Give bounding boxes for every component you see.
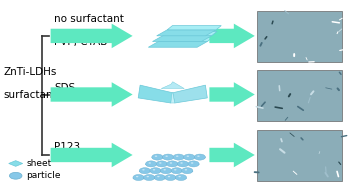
Circle shape: [182, 168, 193, 174]
Polygon shape: [209, 143, 255, 167]
Polygon shape: [51, 82, 133, 107]
Polygon shape: [157, 30, 216, 36]
Polygon shape: [171, 93, 174, 103]
Circle shape: [159, 162, 162, 164]
Circle shape: [9, 172, 22, 179]
Circle shape: [184, 154, 195, 160]
Ellipse shape: [173, 156, 185, 159]
Circle shape: [168, 176, 170, 177]
Circle shape: [152, 154, 163, 160]
Ellipse shape: [171, 170, 183, 173]
Ellipse shape: [150, 170, 161, 173]
Text: SDS: SDS: [54, 83, 75, 93]
Circle shape: [167, 161, 178, 167]
Ellipse shape: [166, 163, 178, 166]
Ellipse shape: [188, 163, 199, 166]
FancyBboxPatch shape: [257, 11, 342, 62]
Text: ZnTi-LDHs: ZnTi-LDHs: [3, 67, 57, 77]
Ellipse shape: [145, 163, 157, 166]
FancyBboxPatch shape: [257, 130, 342, 181]
Polygon shape: [173, 85, 207, 103]
Polygon shape: [138, 85, 173, 103]
FancyBboxPatch shape: [257, 70, 342, 121]
Polygon shape: [167, 26, 221, 30]
Polygon shape: [209, 24, 255, 48]
Circle shape: [191, 162, 193, 164]
Text: PVP, CTAB: PVP, CTAB: [54, 37, 107, 46]
Polygon shape: [209, 82, 255, 107]
Polygon shape: [161, 82, 184, 88]
Circle shape: [165, 156, 168, 157]
Text: sheet: sheet: [26, 159, 51, 168]
Ellipse shape: [175, 177, 187, 179]
Circle shape: [162, 154, 173, 160]
Ellipse shape: [164, 177, 176, 179]
Circle shape: [185, 169, 187, 170]
Ellipse shape: [143, 177, 155, 179]
Ellipse shape: [177, 163, 189, 166]
Circle shape: [143, 174, 155, 180]
Ellipse shape: [133, 177, 144, 179]
Circle shape: [146, 161, 157, 167]
Text: particle: particle: [26, 171, 61, 180]
Circle shape: [178, 176, 181, 177]
Ellipse shape: [162, 156, 174, 159]
Polygon shape: [159, 37, 213, 41]
Circle shape: [163, 169, 166, 170]
Circle shape: [155, 156, 157, 157]
Circle shape: [171, 168, 182, 174]
Text: P123: P123: [54, 143, 80, 152]
Circle shape: [157, 176, 159, 177]
Ellipse shape: [160, 170, 172, 173]
Circle shape: [139, 168, 150, 174]
Text: surfactant: surfactant: [3, 90, 57, 99]
Ellipse shape: [181, 170, 193, 173]
Polygon shape: [153, 36, 212, 42]
Circle shape: [170, 162, 172, 164]
Polygon shape: [9, 161, 23, 166]
Circle shape: [150, 168, 161, 174]
Ellipse shape: [194, 156, 206, 159]
Circle shape: [176, 174, 187, 180]
Circle shape: [153, 169, 155, 170]
Ellipse shape: [154, 177, 166, 179]
Ellipse shape: [151, 156, 163, 159]
Circle shape: [174, 169, 177, 170]
Circle shape: [133, 174, 144, 180]
Circle shape: [173, 154, 184, 160]
Polygon shape: [51, 143, 133, 167]
Circle shape: [194, 154, 206, 160]
Circle shape: [156, 161, 167, 167]
Polygon shape: [51, 24, 133, 48]
Polygon shape: [163, 31, 217, 36]
Circle shape: [188, 161, 199, 167]
Circle shape: [154, 174, 165, 180]
Ellipse shape: [183, 156, 195, 159]
Circle shape: [180, 162, 183, 164]
Circle shape: [142, 169, 145, 170]
Circle shape: [165, 174, 176, 180]
Circle shape: [136, 176, 139, 177]
Polygon shape: [148, 41, 208, 47]
Circle shape: [187, 156, 189, 157]
Ellipse shape: [156, 163, 168, 166]
Circle shape: [147, 176, 149, 177]
Circle shape: [197, 156, 200, 157]
Circle shape: [177, 161, 188, 167]
Circle shape: [148, 162, 151, 164]
Circle shape: [176, 156, 178, 157]
Text: no surfactant: no surfactant: [54, 14, 124, 24]
Circle shape: [161, 168, 172, 174]
Ellipse shape: [139, 170, 151, 173]
